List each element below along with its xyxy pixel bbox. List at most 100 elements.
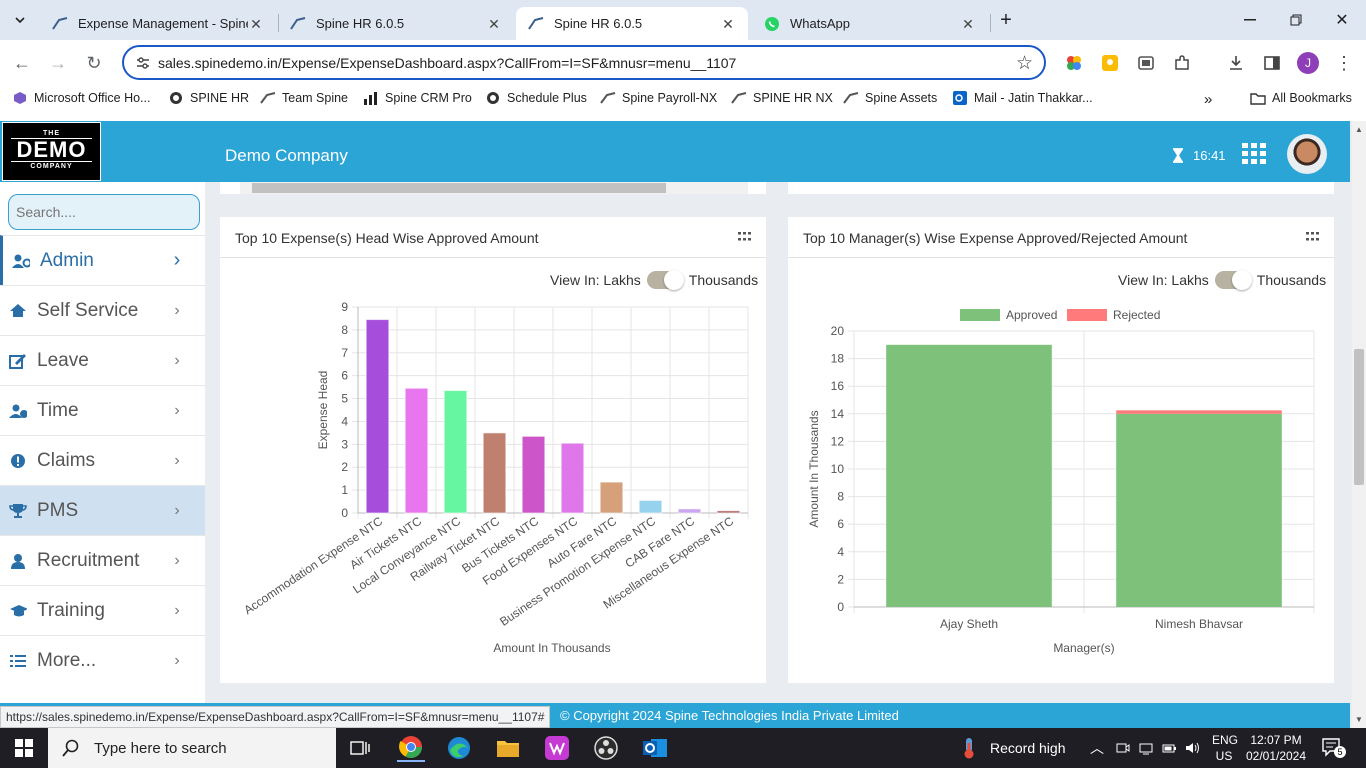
chevron-right-icon: ›	[173, 249, 181, 271]
site-info-icon[interactable]	[136, 56, 150, 70]
grid-menu-icon[interactable]	[738, 232, 752, 242]
meet-now-icon[interactable]	[1116, 741, 1130, 755]
extension-color-icon[interactable]	[1063, 52, 1085, 74]
all-bookmarks[interactable]: All Bookmarks	[1250, 91, 1352, 105]
taskbar-search[interactable]: Type here to search	[48, 728, 336, 768]
grid-menu-icon[interactable]	[1306, 232, 1320, 242]
download-icon[interactable]	[1225, 52, 1247, 74]
address-bar[interactable]: sales.spinedemo.in/Expense/ExpenseDashbo…	[122, 45, 1046, 80]
browser-tab-expense[interactable]: Expense Management - Spine T ✕	[40, 7, 276, 40]
tab-label: WhatsApp	[790, 16, 850, 31]
y-tick-label: 5	[341, 392, 348, 406]
close-window-button[interactable]: ✕	[1328, 8, 1356, 32]
sidebar-item-more[interactable]: More... ›	[0, 635, 205, 685]
close-icon[interactable]: ✕	[722, 15, 734, 32]
windows-start-icon[interactable]	[10, 734, 38, 762]
obs-icon[interactable]	[592, 734, 620, 762]
network-icon[interactable]	[1139, 741, 1153, 755]
close-icon[interactable]: ✕	[488, 15, 500, 32]
taskbar-clock[interactable]: 12:07 PM 02/01/2024	[1245, 733, 1307, 763]
language-indicator[interactable]: ENG US	[1212, 733, 1239, 763]
y-tick-label: 0	[341, 506, 348, 520]
horizontal-scrollbar[interactable]	[240, 182, 748, 194]
bookmarks-overflow-icon[interactable]: »	[1204, 91, 1213, 108]
user-avatar[interactable]	[1287, 134, 1327, 174]
browser-tab-spinehr-1[interactable]: Spine HR 6.0.5 ✕	[278, 7, 514, 40]
battery-icon[interactable]	[1162, 741, 1176, 755]
spine-icon	[843, 91, 859, 105]
restore-button[interactable]	[1282, 8, 1310, 32]
y-tick-label: 14	[831, 407, 845, 421]
company-logo[interactable]: THE DEMO COMPANY	[2, 122, 101, 181]
bookmark-item[interactable]: Microsoft Office Ho...	[12, 91, 150, 105]
scroll-up-icon[interactable]: ▲	[1355, 125, 1363, 134]
edit-icon	[9, 353, 27, 369]
minimize-button[interactable]	[1236, 8, 1264, 32]
chevron-right-icon: ›	[174, 651, 180, 669]
new-tab-button[interactable]: +	[992, 8, 1020, 32]
bookmark-item[interactable]: Spine Payroll-NX	[600, 91, 717, 105]
restore-icon	[1290, 14, 1302, 26]
tab-search-button[interactable]	[6, 8, 34, 32]
legend-swatch	[960, 309, 1000, 321]
sidebar-item-leave[interactable]: Leave ›	[0, 335, 205, 385]
apps-grid-icon[interactable]	[1242, 143, 1266, 165]
side-panel-icon[interactable]	[1261, 52, 1283, 74]
bookmark-item[interactable]: SPINE HR	[168, 91, 249, 105]
weather-widget[interactable]: Record high	[962, 728, 1066, 768]
sidebar-item-training[interactable]: Training ›	[0, 585, 205, 635]
sidebar-item-recruitment[interactable]: Recruitment ›	[0, 535, 205, 585]
more-vert-icon[interactable]: ⋮	[1335, 52, 1353, 73]
sidebar-item-admin[interactable]: Admin ›	[0, 235, 205, 285]
page-scrollbar[interactable]: ▲ ▼	[1352, 121, 1366, 728]
units-toggle[interactable]	[646, 270, 684, 290]
tray-overflow-icon[interactable]: ︿	[1090, 740, 1104, 756]
file-explorer-icon[interactable]	[494, 734, 522, 762]
close-icon[interactable]: ✕	[962, 15, 974, 32]
forward-button[interactable]: →	[45, 50, 71, 76]
task-view-icon[interactable]	[346, 734, 374, 762]
x-tick-label: Ajay Sheth	[940, 617, 998, 631]
edge-icon[interactable]	[445, 734, 473, 762]
extensions-puzzle-icon[interactable]	[1171, 52, 1193, 74]
chevron-right-icon: ›	[174, 601, 180, 619]
close-icon[interactable]: ✕	[250, 15, 262, 32]
star-icon[interactable]: ☆	[1016, 53, 1034, 74]
back-button[interactable]: ←	[9, 50, 35, 76]
sidebar-item-pms[interactable]: PMS ›	[0, 485, 205, 535]
browser-tab-spinehr-active[interactable]: Spine HR 6.0.5 ✕	[516, 7, 748, 40]
bookmark-item[interactable]: Mail - Jatin Thakkar...	[952, 91, 1093, 105]
bar	[560, 442, 585, 514]
bookmark-item[interactable]: SPINE HR NX	[731, 91, 833, 105]
extension-tool-icon[interactable]	[1135, 52, 1157, 74]
view-in-toggle-group: View In: Lakhs Thousands	[550, 270, 758, 290]
plus-icon: +	[1000, 8, 1012, 31]
wps-office-icon[interactable]	[543, 734, 571, 762]
chrome-taskbar-icon[interactable]	[397, 734, 425, 762]
sidebar-item-time[interactable]: Time ›	[0, 385, 205, 435]
search-input[interactable]	[8, 194, 200, 230]
extension-keep-icon[interactable]	[1099, 52, 1121, 74]
bookmark-item[interactable]: Team Spine	[260, 91, 348, 105]
y-tick-label: 18	[831, 352, 845, 366]
bookmark-item[interactable]: Schedule Plus	[485, 91, 587, 105]
units-toggle[interactable]	[1214, 270, 1252, 290]
browser-tab-whatsapp[interactable]: WhatsApp ✕	[752, 7, 988, 40]
profile-avatar[interactable]: J	[1297, 52, 1319, 74]
scroll-down-icon[interactable]: ▼	[1355, 715, 1363, 724]
sidebar-item-self-service[interactable]: Self Service ›	[0, 285, 205, 335]
sidebar-item-claims[interactable]: Claims ›	[0, 435, 205, 485]
outlook-taskbar-icon[interactable]	[641, 734, 669, 762]
bookmark-item[interactable]: Spine CRM Pro	[363, 91, 472, 105]
bookmark-item[interactable]: Spine Assets	[843, 91, 937, 105]
scroll-thumb[interactable]	[1354, 349, 1364, 485]
hourglass-icon	[1173, 148, 1183, 163]
view-in-toggle-group: View In: Lakhs Thousands	[1118, 270, 1326, 290]
notification-center[interactable]: 5	[1322, 738, 1346, 763]
scroll-thumb[interactable]	[252, 183, 666, 193]
reload-button[interactable]: ↻	[81, 50, 107, 76]
volume-icon[interactable]	[1185, 741, 1201, 755]
bar-approved	[1116, 413, 1282, 607]
bar-chart-icon	[363, 91, 379, 105]
